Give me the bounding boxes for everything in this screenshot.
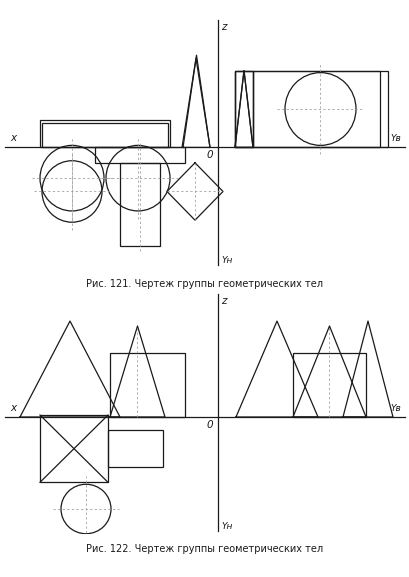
Text: z: z — [220, 23, 226, 32]
Bar — [234, 70, 379, 147]
Text: z: z — [220, 297, 226, 306]
Bar — [110, 353, 184, 417]
Text: Рис. 121. Чертеж группы геометрических тел: Рис. 121. Чертеж группы геометрических т… — [86, 279, 323, 289]
Text: Yв: Yв — [389, 404, 400, 413]
Bar — [108, 430, 163, 467]
Text: Yн: Yн — [220, 256, 232, 265]
Text: x: x — [10, 133, 16, 143]
Text: x: x — [10, 403, 16, 413]
Text: Yв: Yв — [389, 134, 400, 143]
Bar — [234, 70, 252, 147]
Text: 0: 0 — [206, 420, 213, 430]
Bar — [252, 70, 387, 147]
Bar — [40, 415, 108, 482]
Bar — [120, 163, 160, 246]
Bar — [42, 123, 168, 147]
Text: 0: 0 — [206, 151, 213, 160]
Text: Yн: Yн — [220, 522, 232, 531]
Bar — [95, 147, 184, 163]
Bar — [292, 353, 365, 417]
Bar — [234, 70, 252, 147]
Bar — [40, 120, 170, 147]
Text: Рис. 122. Чертеж группы геометрических тел: Рис. 122. Чертеж группы геометрических т… — [86, 544, 323, 554]
